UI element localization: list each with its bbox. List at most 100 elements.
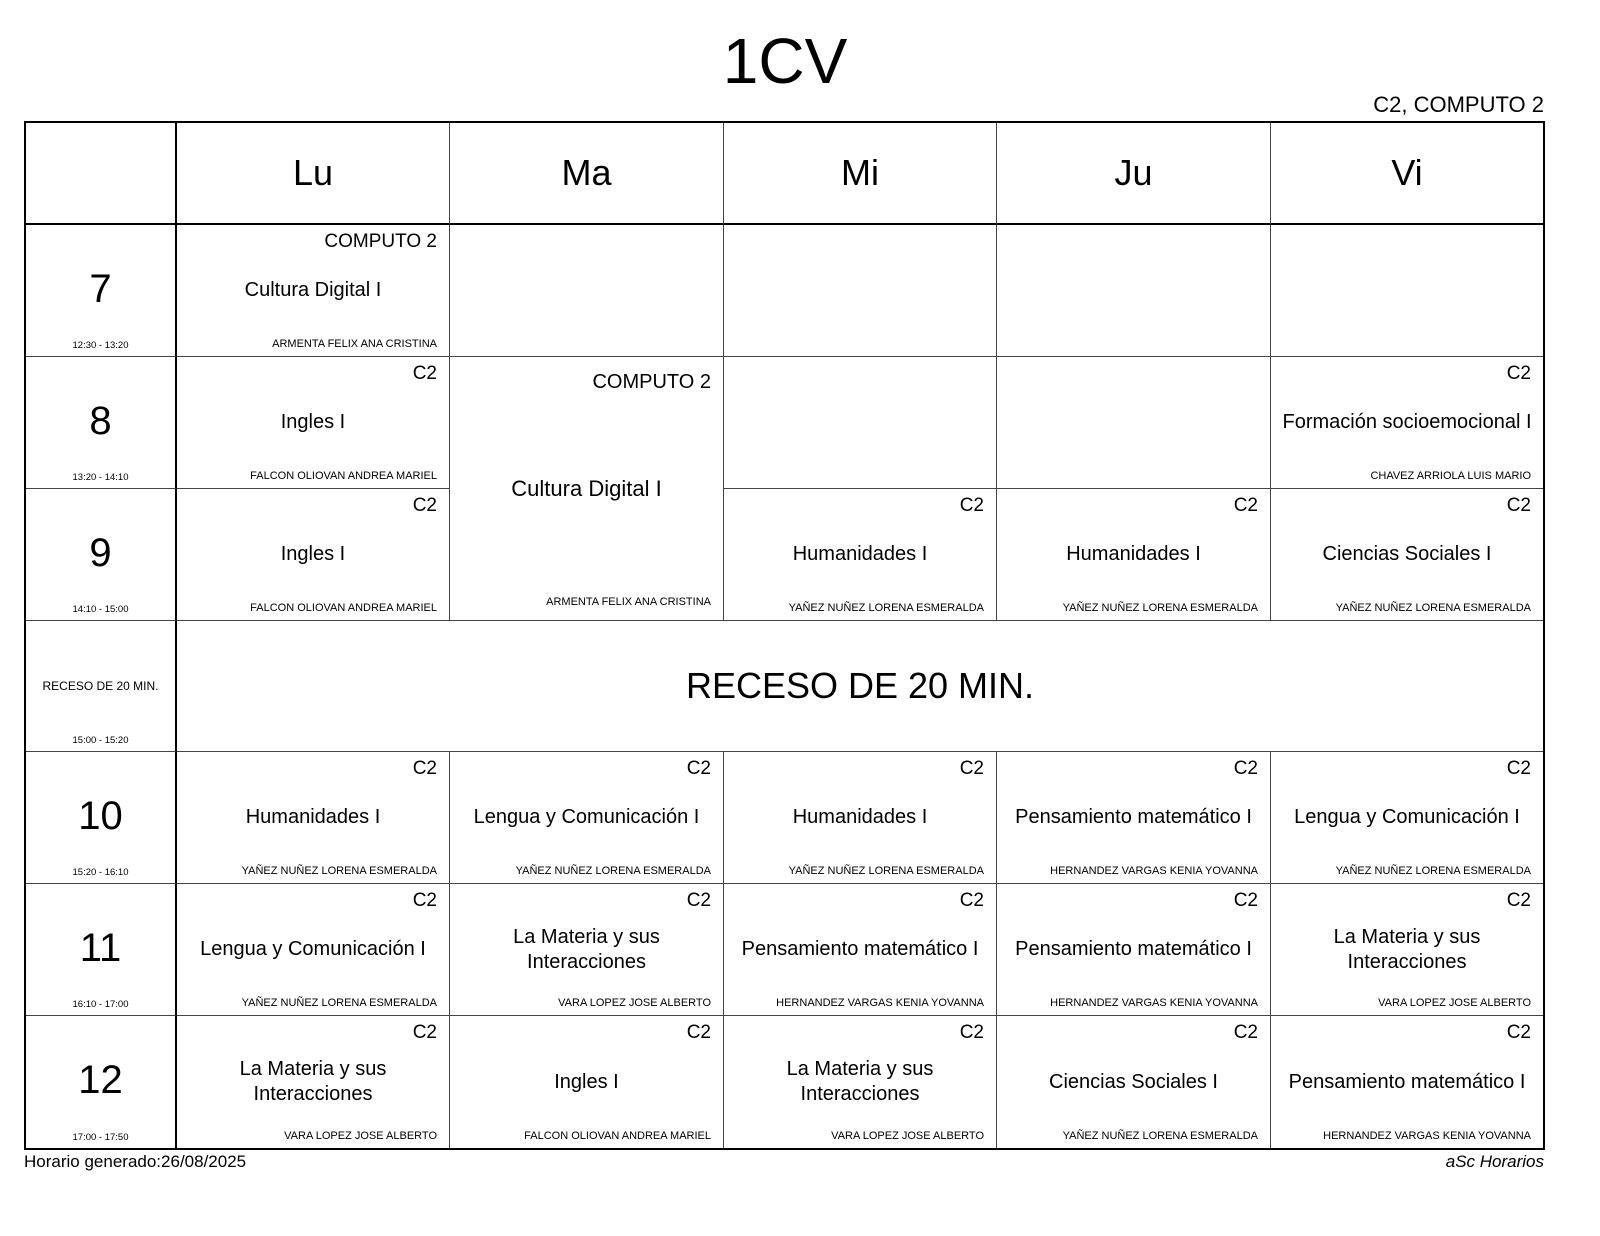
lesson-card[interactable]: C2 Lengua y Comunicación I YAÑEZ NUÑEZ LOR… bbox=[1271, 752, 1543, 885]
lesson-subject: Cultura Digital I bbox=[511, 475, 662, 501]
lesson-room: C2 bbox=[686, 1022, 711, 1044]
break-cell: RECESO DE 20 MIN. bbox=[177, 621, 1543, 753]
lesson-teacher: VARA LOPEZ JOSE ALBERTO bbox=[1378, 997, 1531, 1010]
room-header: C2, COMPUTO 2 bbox=[1373, 92, 1544, 117]
period-cell: 7 12:30 - 13:20 bbox=[26, 225, 177, 357]
lesson-teacher: HERNANDEZ VARGAS KENIA YOVANNA bbox=[1050, 865, 1258, 878]
lesson-subject: La Materia y sus Interacciones bbox=[786, 1058, 934, 1106]
period-label: 7 bbox=[89, 267, 112, 311]
lesson-card[interactable]: C2 Ciencias Sociales I YAÑEZ NUÑEZ LORENA … bbox=[997, 1016, 1271, 1148]
lesson-subject: La Materia y sus Interacciones bbox=[239, 1058, 387, 1106]
lesson-card[interactable]: C2 Ingles I FALCON OLIOVAN ANDREA MARIEL bbox=[177, 488, 450, 621]
lesson-subject: Humanidades I bbox=[792, 806, 928, 829]
empty-cell bbox=[997, 356, 1271, 489]
period-time: 15:00 - 15:20 bbox=[72, 735, 129, 747]
corner-cell bbox=[26, 123, 177, 225]
lesson-teacher: VARA LOPEZ JOSE ALBERTO bbox=[831, 1130, 984, 1142]
lesson-teacher: CHAVEZ ARRIOLA LUIS MARIO bbox=[1370, 469, 1531, 482]
lesson-teacher: VARA LOPEZ JOSE ALBERTO bbox=[284, 1130, 437, 1142]
lesson-card[interactable]: C2 Humanidades I YAÑEZ NUÑEZ LORENA ESMERA… bbox=[177, 752, 450, 885]
lesson-card[interactable]: C2 Ciencias Sociales I YAÑEZ NUÑEZ LORENA … bbox=[1271, 489, 1543, 621]
generated-date: Horario generado:26/08/2025 bbox=[24, 1152, 247, 1171]
period-time: 14:10 - 15:00 bbox=[72, 603, 129, 615]
lesson-subject: Cultura Digital I bbox=[244, 278, 382, 301]
lesson-card[interactable]: C2 Pensamiento matemático I HERNANDEZ VARG… bbox=[997, 752, 1271, 885]
lesson-card[interactable]: C2 Pensamiento matemático I HERNANDEZ VARG… bbox=[997, 884, 1271, 1017]
lesson-card[interactable]: C2 Lengua y Comunicación I YAÑEZ NUÑEZ LOR… bbox=[450, 752, 724, 885]
day-header: Lu bbox=[177, 123, 450, 225]
lesson-room: C2 bbox=[412, 494, 437, 516]
lesson-subject: Lengua y Comunicación I bbox=[200, 938, 426, 961]
period-time: 15:20 - 16:10 bbox=[72, 867, 129, 879]
lesson-card[interactable]: C2 Humanidades I YAÑEZ NUÑEZ LORENA ESMERA… bbox=[724, 752, 997, 885]
period-cell: RECESO DE 20 MIN. 15:00 - 15:20 bbox=[26, 620, 177, 753]
lesson-teacher: ARMENTA FELIX ANA CRISTINA bbox=[272, 337, 437, 350]
lesson-card[interactable]: C2 Humanidades I YAÑEZ NUÑEZ LORENA ESMERA… bbox=[997, 488, 1271, 621]
lesson-room: C2 bbox=[686, 890, 711, 912]
lesson-card[interactable]: C2 Formación socioemocional I CHAVEZ ARRIO… bbox=[1271, 357, 1543, 489]
lesson-room: C2 bbox=[1233, 494, 1258, 516]
lesson-room: C2 bbox=[959, 494, 984, 516]
period-cell: 10 15:20 - 16:10 bbox=[26, 752, 177, 885]
lesson-card[interactable]: C2 Ingles I FALCON OLIOVAN ANDREA MARIEL bbox=[177, 356, 450, 489]
lesson-subject: Lengua y Comunicación I bbox=[473, 806, 700, 829]
lesson-teacher: YAÑEZ NUÑEZ LORENA ESMERALDA bbox=[1335, 865, 1531, 878]
lesson-teacher: FALCON OLIOVAN ANDREA MARIEL bbox=[250, 601, 437, 614]
lesson-room: COMPUTO 2 bbox=[324, 231, 437, 252]
period-time: 16:10 - 17:00 bbox=[72, 999, 129, 1011]
lesson-room: C2 bbox=[412, 362, 437, 384]
page-title: 1CV bbox=[722, 25, 848, 97]
lesson-card[interactable]: C2 La Materia y sus Interacciones VARA LOP… bbox=[177, 1016, 450, 1148]
empty-cell bbox=[1271, 225, 1543, 357]
lesson-subject: La Materia y sus Interacciones bbox=[1333, 925, 1481, 973]
lesson-room: C2 bbox=[1506, 494, 1531, 516]
lesson-subject: Pensamiento matemático I bbox=[741, 938, 979, 961]
lesson-teacher: FALCON OLIOVAN ANDREA MARIEL bbox=[524, 1130, 711, 1142]
lesson-teacher: HERNANDEZ VARGAS KENIA YOVANNA bbox=[776, 997, 984, 1010]
lesson-card[interactable]: C2 La Materia y sus Interacciones VARA LOP… bbox=[724, 1016, 997, 1148]
lesson-teacher: HERNANDEZ VARGAS KENIA YOVANNA bbox=[1323, 1130, 1531, 1142]
lesson-room: C2 bbox=[1233, 890, 1258, 912]
lesson-room: C2 bbox=[959, 758, 984, 780]
lesson-teacher: HERNANDEZ VARGAS KENIA YOVANNA bbox=[1050, 997, 1258, 1010]
lesson-card[interactable]: C2 Ingles I FALCON OLIOVAN ANDREA MARIEL bbox=[450, 1016, 724, 1148]
period-label: 11 bbox=[79, 926, 122, 971]
period-cell: 8 13:20 - 14:10 bbox=[26, 356, 177, 489]
lesson-subject: Ingles I bbox=[280, 410, 346, 433]
period-label: RECESO DE 20 MIN. bbox=[42, 678, 159, 693]
lesson-room: COMPUTO 2 bbox=[592, 370, 711, 393]
lesson-teacher: ARMENTA FELIX ANA CRISTINA bbox=[546, 595, 711, 608]
lesson-subject: Lengua y Comunicación I bbox=[1294, 806, 1520, 829]
period-time: 13:20 - 14:10 bbox=[72, 471, 129, 483]
lesson-card[interactable]: C2 La Materia y sus Interacciones VARA LOP… bbox=[1271, 884, 1543, 1017]
timetable-grid: Lu Ma Mi Ju Vi 7 12:30 - 13:20 8 13:20 - 14:10 9 1… bbox=[24, 121, 1545, 1150]
lesson-teacher: YAÑEZ NUÑEZ LORENA ESMERALDA bbox=[241, 865, 437, 878]
lesson-card[interactable]: C2 Lengua y Comunicación I YAÑEZ NUÑEZ LOR… bbox=[177, 884, 450, 1017]
lesson-room: C2 bbox=[1506, 890, 1531, 912]
lesson-card[interactable]: C2 Pensamiento matemático I HERNANDEZ VARG… bbox=[724, 884, 997, 1017]
lesson-subject: Formación socioemocional I bbox=[1282, 410, 1532, 433]
lesson-subject: Ciencias Sociales I bbox=[1049, 1070, 1218, 1093]
lesson-card[interactable]: C2 La Materia y sus Interacciones VARA LOP… bbox=[450, 884, 724, 1017]
period-label: 8 bbox=[89, 398, 112, 443]
lesson-room: C2 bbox=[1506, 758, 1531, 780]
lesson-card[interactable]: C2 Pensamiento matemático I HERNANDEZ VARG… bbox=[1271, 1016, 1543, 1148]
lesson-card[interactable]: COMPUTO 2 Cultura Digital I ARMENTA FELIX … bbox=[177, 225, 450, 357]
period-time: 17:00 - 17:50 bbox=[72, 1132, 129, 1143]
lesson-teacher: YAÑEZ NUÑEZ LORENA ESMERALDA bbox=[1062, 1130, 1258, 1142]
lesson-subject: La Materia y sus Interacciones bbox=[513, 925, 660, 973]
lesson-subject: Ingles I bbox=[280, 542, 346, 565]
lesson-room: C2 bbox=[412, 758, 437, 780]
lesson-subject: Humanidades I bbox=[792, 542, 928, 565]
lesson-card[interactable]: COMPUTO 2 Cultura Digital I ARMENTA FELIX … bbox=[450, 356, 724, 621]
lesson-subject: Pensamiento matemático I bbox=[1015, 938, 1252, 961]
lesson-card[interactable]: C2 Humanidades I YAÑEZ NUÑEZ LORENA ESMERA… bbox=[724, 488, 997, 621]
day-header: Ma bbox=[450, 123, 724, 225]
lesson-subject: Ingles I bbox=[554, 1070, 619, 1093]
period-cell: 11 16:10 - 17:00 bbox=[26, 884, 177, 1017]
empty-cell bbox=[724, 356, 997, 489]
lesson-room: C2 bbox=[412, 1022, 437, 1044]
lesson-room: C2 bbox=[1506, 1022, 1531, 1044]
lesson-teacher: YAÑEZ NUÑEZ LORENA ESMERALDA bbox=[241, 997, 437, 1010]
